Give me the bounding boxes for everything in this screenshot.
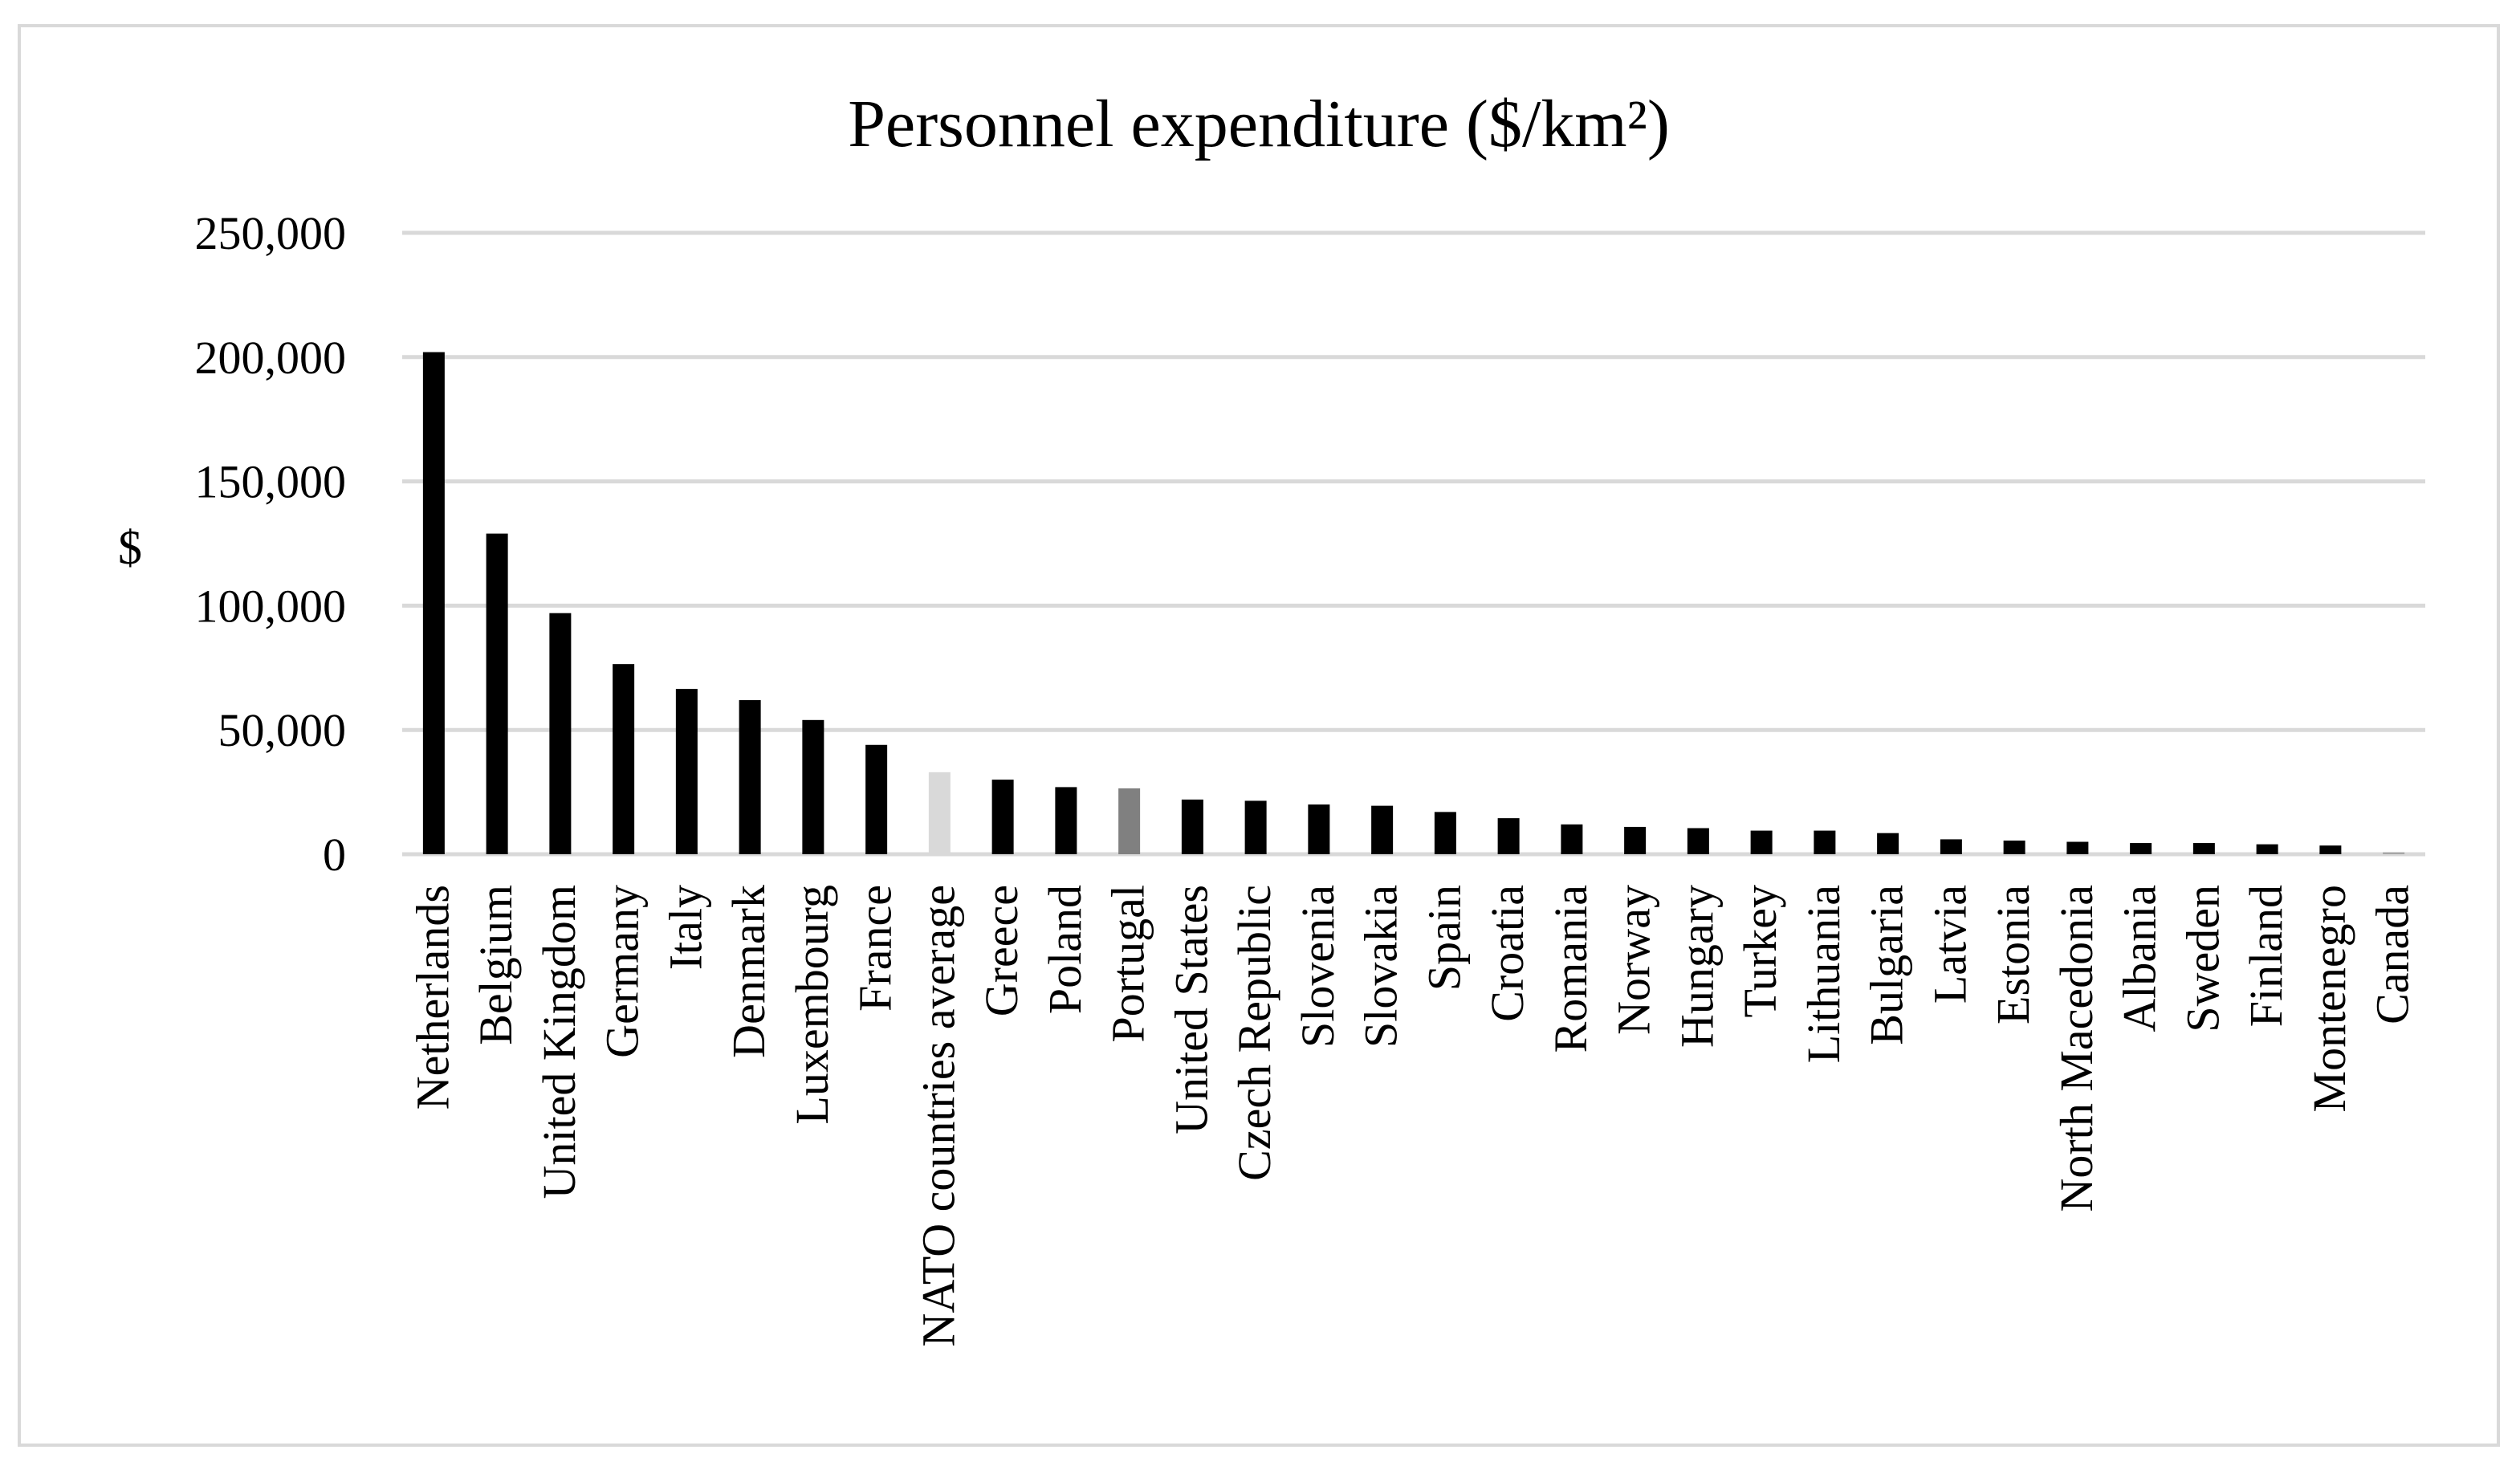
bar-croatia [1497,818,1520,854]
x-category-label: France [849,885,902,1012]
x-category-label: Spain [1418,885,1470,991]
bar-romania [1561,824,1583,854]
y-tick-label: 100,000 [195,580,347,632]
bars [422,352,2405,854]
bar-chart: Personnel expenditure ($/km²) $ 0 50,000 1… [118,87,2425,1347]
bar-germany [613,664,635,854]
x-category-label: Bulgaria [1861,885,1913,1045]
x-axis-category-labels: Netherlands Belgium United Kingdom Germany I… [406,885,2418,1347]
bar-finland [2256,844,2278,854]
bar-bulgaria [1877,833,1899,854]
chart-title: Personnel expenditure ($/km²) [848,87,1670,161]
bar-canada [2383,852,2405,854]
x-category-label: Turkey [1734,885,1786,1017]
bar-estonia [2003,840,2025,854]
bar-north-macedonia [2066,841,2089,854]
bar-slovenia [1308,804,1330,854]
x-category-label: Czech Republic [1228,885,1280,1181]
y-tick-label: 250,000 [195,207,347,259]
bar-turkey [1750,830,1773,854]
bar-netherlands [422,352,445,854]
y-tick-label: 150,000 [195,456,347,508]
x-category-label: Poland [1039,885,1091,1014]
x-category-label: Hungary [1671,885,1723,1048]
x-category-label: Slovenia [1292,885,1344,1048]
bar-portugal [1118,788,1141,854]
x-category-label: Italy [659,885,711,970]
bar-slovakia [1371,805,1394,854]
bar-lithuania [1814,830,1836,854]
x-category-label: Sweden [2176,885,2229,1032]
x-category-label: Finland [2240,885,2292,1027]
bar-italy [675,689,698,854]
x-category-label: Canada [2367,885,2419,1024]
x-category-label: Slovakia [1355,885,1407,1048]
bar-united-states [1181,799,1203,854]
bar-france [865,744,888,854]
y-tick-label: 50,000 [218,704,347,756]
x-category-label: Luxembourg [786,885,838,1125]
x-category-label: North Macedonia [2050,885,2103,1211]
bar-montenegro [2319,845,2342,854]
x-category-label: Denmark [723,885,775,1058]
x-category-label: Latvia [1924,885,1976,1004]
bar-hungary [1687,828,1709,854]
x-category-label: United Kingdom [533,885,585,1199]
x-category-label: Albania [2114,885,2166,1032]
bar-united-kingdom [549,613,572,854]
x-category-label: Croatia [1481,885,1533,1022]
x-category-label: Belgium [470,885,522,1045]
x-category-label: Germany [596,885,649,1058]
x-category-label: Portugal [1102,885,1154,1043]
gridlines [402,230,2425,857]
bar-albania [2130,843,2152,854]
y-tick-label: 0 [323,829,346,881]
x-category-label: NATO countries average [912,885,964,1347]
x-category-label: Estonia [1987,885,2039,1024]
x-category-label: Greece [975,885,1028,1016]
bar-denmark [739,700,761,854]
bar-greece [991,780,1014,854]
y-tick-label: 200,000 [195,332,347,384]
x-category-label: Montenegro [2303,885,2355,1113]
chart-frame: Personnel expenditure ($/km²) $ 0 50,000 1… [18,24,2500,1447]
bar-poland [1055,787,1077,854]
x-category-label: Netherlands [406,885,458,1110]
bar-luxembourg [802,719,824,854]
y-axis-ticks: 0 50,000 100,000 150,000 200,000 250,000 [195,207,347,881]
bar-spain [1434,812,1456,854]
bar-sweden [2192,843,2215,854]
x-category-label: Norway [1608,885,1660,1035]
bar-norway [1624,826,1647,854]
y-axis-label: $ [118,521,142,574]
bar-latvia [1940,839,1962,854]
bar-belgium [486,533,508,854]
x-category-label: United States [1165,885,1217,1134]
x-category-label: Romania [1545,885,1597,1053]
bar-czech-republic [1244,800,1267,854]
bar-nato-countries-average [928,772,951,854]
x-category-label: Lithuania [1797,885,1850,1063]
